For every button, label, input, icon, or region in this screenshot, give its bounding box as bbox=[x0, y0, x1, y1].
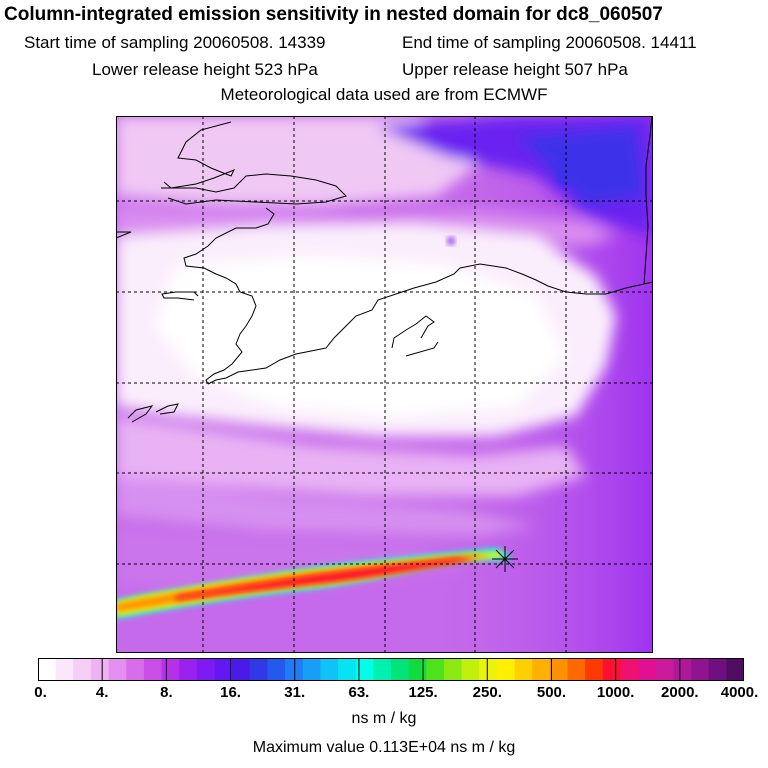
colorbar-cell bbox=[285, 658, 304, 681]
colorbar-cell bbox=[179, 658, 198, 681]
colorbar-cell bbox=[638, 658, 657, 681]
colorbar-cell bbox=[196, 658, 215, 681]
colorbar-cell bbox=[514, 658, 533, 681]
colorbar-cell bbox=[232, 658, 251, 681]
colorbar-cell bbox=[726, 658, 744, 681]
colorbar-cell bbox=[673, 658, 692, 681]
colorbar bbox=[38, 658, 744, 681]
colorbar-tick-label: 2000. bbox=[661, 684, 699, 701]
colorbar-tick-label: 1000. bbox=[596, 684, 635, 701]
colorbar-cell bbox=[73, 658, 92, 681]
colorbar-tick-label: 31. bbox=[284, 684, 306, 701]
colorbar-cell bbox=[161, 658, 180, 681]
lower-release-height: Lower release height 523 hPa bbox=[92, 60, 318, 79]
colorbar-cell bbox=[585, 658, 604, 681]
colorbar-cell bbox=[302, 658, 321, 681]
colorbar-cell bbox=[320, 658, 339, 681]
colorbar-tick-label: 500. bbox=[536, 684, 567, 701]
colorbar-cell bbox=[461, 658, 480, 681]
colorbar-cell bbox=[38, 658, 57, 681]
colorbar-cell bbox=[443, 658, 463, 681]
colorbar-cell bbox=[214, 658, 233, 681]
sampling-end-time: End time of sampling 20060508. 14411 bbox=[402, 33, 697, 52]
colorbar-cell bbox=[567, 658, 586, 681]
colorbar-cell bbox=[90, 658, 110, 681]
colorbar-cell bbox=[426, 658, 445, 681]
colorbar-cell bbox=[126, 658, 145, 681]
colorbar-cell bbox=[391, 658, 410, 681]
colorbar-tick-label: 125. bbox=[408, 684, 438, 701]
met-data-source: Meteorological data used are from ECMWF bbox=[220, 85, 548, 104]
map-frame bbox=[116, 116, 653, 653]
colorbar-cell bbox=[373, 658, 392, 681]
colorbar-cell bbox=[249, 658, 268, 681]
colorbar-tick-label: 8. bbox=[160, 684, 173, 701]
colorbar-cell bbox=[532, 658, 551, 681]
colorbar-tick-label: 63. bbox=[348, 684, 370, 701]
colorbar-tick-label: 4. bbox=[95, 684, 109, 701]
upper-release-height: Upper release height 507 hPa bbox=[402, 60, 628, 79]
colorbar-tick-label: 16. bbox=[220, 684, 241, 701]
sensitivity-map bbox=[116, 116, 653, 653]
colorbar-cell bbox=[355, 658, 374, 681]
colorbar-cell bbox=[496, 658, 516, 681]
colorbar-cell bbox=[55, 658, 74, 681]
map-title: Column-integrated emission sensitivity i… bbox=[4, 4, 663, 25]
release-point-marker bbox=[492, 546, 518, 572]
colorbar-tick-label: 250. bbox=[472, 684, 502, 701]
colorbar-cell bbox=[143, 658, 163, 681]
colorbar-units: ns m / kg bbox=[351, 710, 417, 727]
sampling-start-time: Start time of sampling 20060508. 14339 bbox=[24, 33, 326, 52]
colorbar-cell bbox=[408, 658, 427, 681]
colorbar-cell bbox=[338, 658, 357, 681]
colorbar-cell bbox=[708, 658, 727, 681]
colorbar-tick-label: 4000. bbox=[720, 684, 759, 701]
colorbar-cell bbox=[108, 658, 127, 681]
plume-trajectory bbox=[116, 548, 511, 619]
colorbar-tick-label: 0. bbox=[34, 684, 47, 701]
colorbar-cell bbox=[620, 658, 639, 681]
colorbar-cell bbox=[655, 658, 674, 681]
maximum-value: Maximum value 0.113E+04 ns m / kg bbox=[252, 739, 516, 756]
colorbar-cell bbox=[691, 658, 710, 681]
colorbar-cell bbox=[549, 658, 568, 681]
colorbar-cell bbox=[602, 658, 621, 681]
colorbar-cell bbox=[479, 658, 498, 681]
colorbar-cell bbox=[267, 658, 286, 681]
